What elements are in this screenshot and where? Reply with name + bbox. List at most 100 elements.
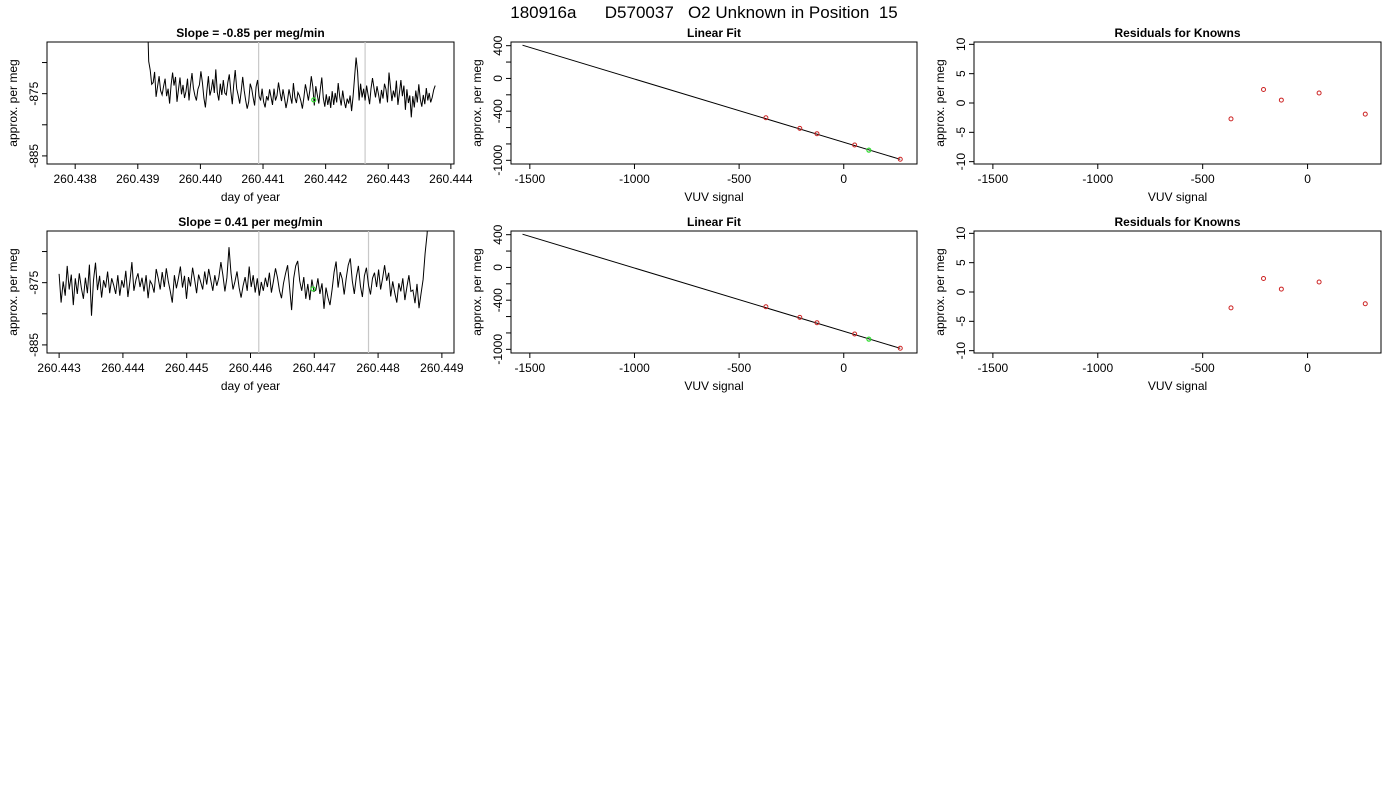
plot-frame — [510, 41, 918, 165]
x-tick-label: 260.444 — [429, 172, 473, 186]
unknown-point — [866, 336, 872, 342]
known-point — [897, 345, 903, 351]
plot-area — [522, 233, 903, 351]
y-tick-label: -10 — [954, 342, 968, 360]
y-tick-label: -5 — [954, 316, 968, 327]
x-tick-label: -1500 — [514, 172, 545, 186]
y-tick-label: 0 — [954, 288, 968, 295]
x-tick-label: 260.443 — [37, 361, 81, 375]
x-axis-label: VUV signal — [684, 190, 743, 204]
residual-point — [1228, 116, 1234, 122]
panel-resid2: Residuals for Knowns -1500 -1000 -500 0 -10 -5… — [933, 215, 1382, 393]
plot-area — [522, 44, 903, 162]
x-tick-label: 0 — [840, 361, 847, 375]
known-point — [814, 320, 820, 326]
residual-point — [1362, 301, 1368, 307]
x-tick-label: 260.444 — [101, 361, 145, 375]
y-axis-label: approx. per meg — [470, 59, 484, 146]
y-tick-label: 5 — [954, 70, 968, 77]
y-tick-label: -400 — [491, 99, 505, 123]
plot-frame — [46, 41, 455, 165]
x-tick-label: -500 — [1191, 361, 1215, 375]
plot-frame — [46, 230, 455, 354]
trace-line — [147, 42, 436, 118]
residual-point — [1261, 87, 1267, 93]
trace-line — [58, 231, 428, 316]
y-tick-label: 5 — [954, 259, 968, 266]
y-tick-label: 0 — [954, 99, 968, 106]
known-point — [797, 314, 803, 320]
x-tick-label: -1500 — [514, 361, 545, 375]
x-axis-label: VUV signal — [684, 379, 743, 393]
y-tick-label: 10 — [954, 226, 968, 240]
y-tick-label: -10 — [954, 153, 968, 171]
y-tick-label: -1000 — [491, 145, 505, 176]
y-tick-label: 0 — [491, 75, 505, 82]
y-axis-label: approx. per meg — [933, 59, 947, 146]
panel-title: Slope = 0.41 per meg/min — [178, 215, 322, 229]
x-tick-label: -1000 — [619, 172, 650, 186]
x-tick-label: 260.449 — [420, 361, 464, 375]
panel-title: Linear Fit — [687, 215, 741, 229]
x-tick-label: -500 — [727, 172, 751, 186]
fit-line — [522, 44, 901, 160]
y-axis-label: approx. per meg — [6, 248, 20, 335]
x-tick-label: 260.439 — [116, 172, 160, 186]
x-tick-label: -1000 — [1082, 361, 1113, 375]
x-tick-label: 260.441 — [241, 172, 285, 186]
y-tick-label: -875 — [27, 81, 41, 105]
chart-panels: Slope = -0.85 per meg/min 260.438 260.439 2… — [6, 26, 1382, 393]
unknown-point — [311, 97, 317, 103]
panel-title: Residuals for Knowns — [1114, 215, 1240, 229]
known-point — [763, 304, 769, 310]
x-tick-label: 0 — [840, 172, 847, 186]
known-point — [814, 131, 820, 137]
y-axis-label: approx. per meg — [933, 248, 947, 335]
panel-title: Slope = -0.85 per meg/min — [176, 26, 324, 40]
panel-fit2: Linear Fit -1500 -1000 -500 0 -1000 -400 0 400 VU… — [470, 215, 918, 393]
x-tick-label: 260.447 — [293, 361, 337, 375]
panel-title: Residuals for Knowns — [1114, 26, 1240, 40]
x-tick-label: -500 — [1191, 172, 1215, 186]
x-tick-label: -1500 — [978, 172, 1009, 186]
residual-point — [1278, 97, 1284, 103]
x-tick-label: 260.443 — [367, 172, 411, 186]
plot-area — [1228, 276, 1368, 311]
y-axis-label: approx. per meg — [6, 59, 20, 146]
known-point — [852, 142, 858, 148]
y-tick-label: -5 — [954, 127, 968, 138]
known-point — [763, 115, 769, 121]
plot-area — [1228, 87, 1368, 122]
y-tick-label: -1000 — [491, 334, 505, 365]
x-axis-label: VUV signal — [1148, 190, 1207, 204]
plot-area — [58, 231, 428, 353]
panel-trace1: Slope = -0.85 per meg/min 260.438 260.439 2… — [6, 26, 473, 204]
x-tick-label: 260.445 — [165, 361, 209, 375]
unknown-point — [866, 147, 872, 153]
panel-fit1: Linear Fit -1500 -1000 -500 0 -1000 -400 0 400 VU… — [470, 26, 918, 204]
y-tick-label: -400 — [491, 288, 505, 312]
plot-frame — [973, 230, 1382, 354]
panel-resid1: Residuals for Knowns -1500 -1000 -500 0 -10 -5… — [933, 26, 1382, 204]
y-tick-label: -885 — [27, 333, 41, 357]
y-tick-label: -875 — [27, 270, 41, 294]
y-axis-label: approx. per meg — [470, 248, 484, 335]
x-tick-label: 260.448 — [356, 361, 400, 375]
x-axis-label: day of year — [221, 190, 280, 204]
y-tick-label: 10 — [954, 37, 968, 51]
known-point — [852, 331, 858, 337]
residual-point — [1316, 279, 1322, 285]
residual-point — [1278, 286, 1284, 292]
y-tick-label: 0 — [491, 264, 505, 271]
residual-point — [1228, 305, 1234, 311]
x-tick-label: 260.446 — [229, 361, 273, 375]
x-tick-label: 0 — [1304, 172, 1311, 186]
x-tick-label: 260.442 — [304, 172, 348, 186]
x-tick-label: 260.440 — [179, 172, 223, 186]
residual-point — [1261, 276, 1267, 282]
y-tick-label: 400 — [491, 224, 505, 244]
x-axis-label: day of year — [221, 379, 280, 393]
panel-trace2: Slope = 0.41 per meg/min 260.443 260.444 26… — [6, 215, 464, 393]
y-tick-label: -885 — [27, 144, 41, 168]
